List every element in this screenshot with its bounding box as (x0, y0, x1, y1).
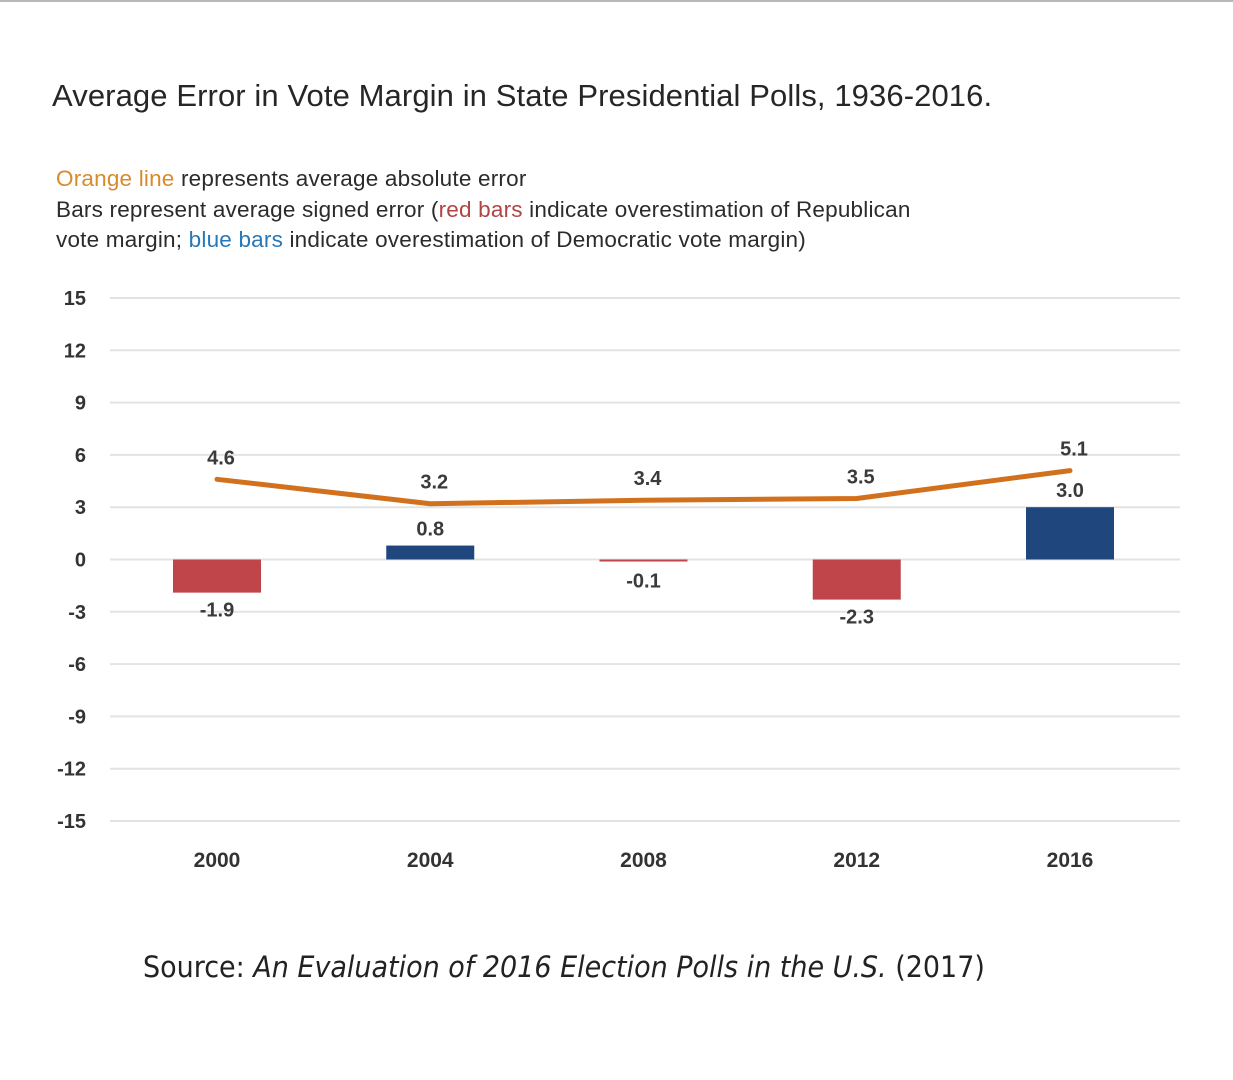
x-tick-label: 2016 (1047, 849, 1094, 872)
absolute-error-line (214, 468, 1073, 507)
description-line-1: Orange line represents average absolute … (56, 166, 527, 191)
y-axis-ticks: 15 12 9 6 3 0 -3 -6 -9 -12 -15 (57, 288, 86, 833)
y-tick-label: 12 (64, 340, 86, 362)
bar-value-label: -1.9 (200, 600, 234, 622)
source-title: An Evaluation of 2016 Election Polls in … (253, 950, 887, 984)
y-tick-label: 9 (75, 393, 86, 415)
data-labels: -1.9 0.8 -0.1 -2.3 3.0 4.6 3.2 3.4 3.5 5.1 (200, 439, 1088, 629)
bar-2016 (1026, 507, 1114, 560)
y-tick-label: -6 (68, 654, 86, 676)
chart-title: Average Error in Vote Margin in State Pr… (52, 78, 993, 113)
legend-orange-line-label: Orange line (56, 166, 175, 191)
x-tick-label: 2008 (620, 849, 667, 872)
bar-value-label: -0.1 (626, 571, 660, 593)
line-value-label: 3.4 (634, 468, 663, 490)
line-value-label: 4.6 (207, 447, 235, 469)
bar-value-label: -2.3 (840, 607, 874, 629)
source-note: Source: An Evaluation of 2016 Election P… (143, 950, 985, 984)
description-line-3: vote margin; blue bars indicate overesti… (56, 227, 806, 252)
y-tick-label: -12 (57, 759, 86, 781)
line-value-label: 3.2 (420, 472, 448, 494)
y-tick-label: 6 (75, 445, 86, 467)
top-border (0, 0, 1233, 2)
x-tick-label: 2012 (833, 849, 880, 872)
bars (173, 507, 1114, 600)
x-tick-label: 2004 (407, 849, 454, 872)
legend-red-bars-label: red bars (438, 196, 523, 222)
y-tick-label: -15 (57, 811, 86, 833)
bar-2004 (386, 545, 475, 560)
description-line-2: Bars represent average signed error (red… (56, 196, 911, 222)
legend-blue-bars-label: blue bars (188, 227, 284, 252)
bar-value-label: 3.0 (1056, 480, 1084, 502)
bar-value-label: 0.8 (416, 519, 444, 541)
line-value-label: 5.1 (1060, 439, 1088, 461)
bar-2008 (599, 559, 688, 562)
x-axis-ticks: 2000 2004 2008 2012 2016 (194, 849, 1094, 872)
chart-plot: 15 12 9 6 3 0 -3 -6 -9 -12 -15 -1.9 0.8 -0.1 -2.3 3.0 4… (57, 288, 1180, 872)
y-tick-label: -9 (68, 706, 86, 728)
chart-description: Orange line represents average absolute … (56, 164, 911, 256)
x-tick-label: 2000 (194, 849, 241, 872)
y-tick-label: 15 (64, 288, 86, 310)
y-tick-label: 3 (75, 497, 86, 519)
line-value-label: 3.5 (847, 466, 875, 488)
bar-2000 (173, 559, 261, 593)
y-tick-label: 0 (75, 550, 86, 572)
y-tick-label: -3 (68, 602, 86, 624)
bar-2012 (812, 559, 901, 600)
